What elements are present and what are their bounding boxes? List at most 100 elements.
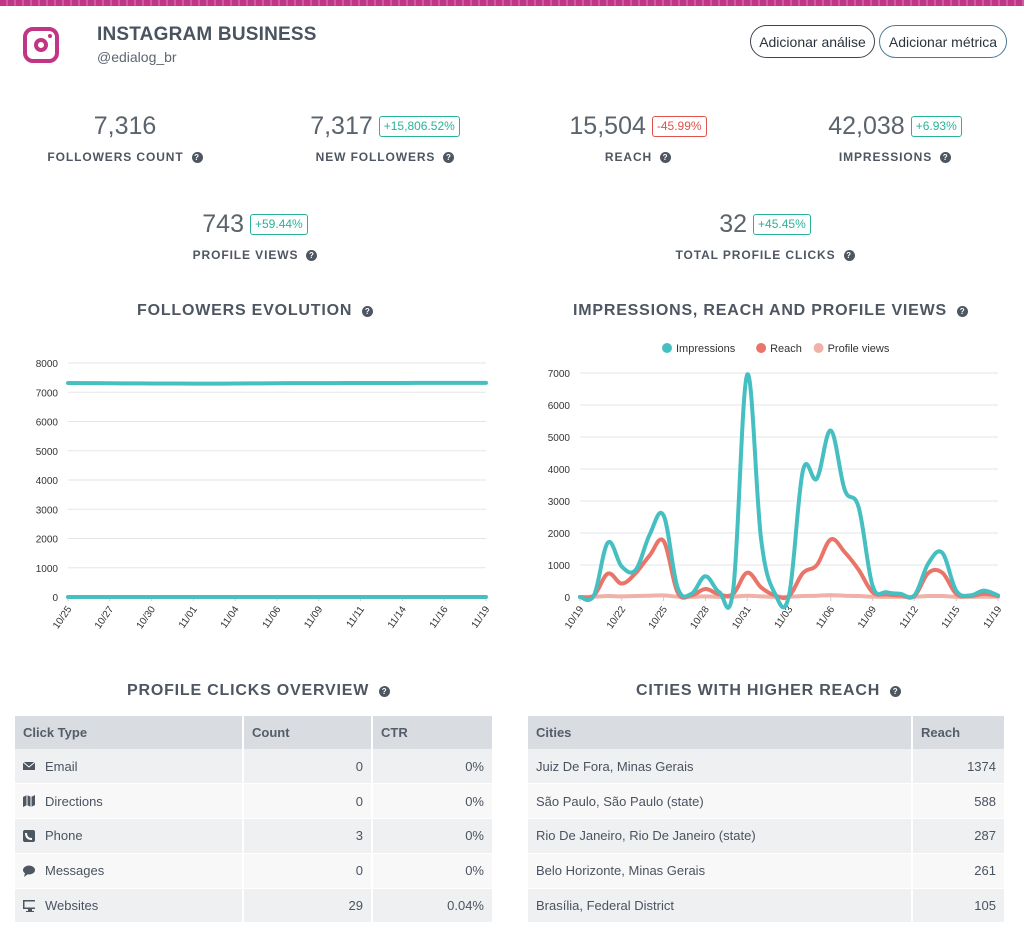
reach-cell: 1374: [912, 749, 1006, 785]
column-header[interactable]: CTR: [372, 716, 494, 749]
y-tick-label: 8000: [36, 359, 59, 370]
city-cell: Rio De Janeiro, Rio De Janeiro (state): [528, 818, 913, 854]
table-row: Phone 3 0%: [15, 818, 494, 854]
account-title: INSTAGRAM BUSINESS: [97, 24, 317, 45]
ctr-cell: 0%: [372, 853, 494, 889]
kpi-label: IMPRESSIONS: [838, 150, 933, 164]
kpi-total-profile-clicks: 32 +45.45% TOTAL PROFILE CLICKS?: [660, 210, 870, 262]
y-tick-label: 3000: [36, 505, 59, 516]
add-analysis-button[interactable]: Adicionar análise: [750, 25, 875, 58]
kpi-value: 32: [719, 210, 748, 238]
count-cell: 3: [243, 818, 373, 854]
kpi-followers-count: 7,316 FOLLOWERS COUNT?: [20, 112, 230, 164]
add-metric-button[interactable]: Adicionar métrica: [879, 25, 1007, 58]
phone-icon: [23, 829, 35, 842]
legend-label: Reach: [770, 343, 802, 355]
y-tick-label: 2000: [36, 535, 59, 546]
x-tick-label: 10/22: [605, 604, 629, 631]
kpi-value: 7,316: [93, 112, 157, 140]
legend-marker: [662, 343, 672, 353]
table-row: Rio De Janeiro, Rio De Janeiro (state) 2…: [528, 818, 1006, 854]
kpi-impressions: 42,038 +6.93% IMPRESSIONS?: [790, 112, 1000, 164]
y-tick-label: 2000: [548, 529, 571, 540]
impressions-reach-views-chart: 0 1000 2000 3000 4000 5000 6000 7000 10/19 10/22 1…: [548, 343, 1005, 631]
help-icon[interactable]: ?: [940, 151, 952, 163]
ctr-cell: 0%: [372, 783, 494, 820]
x-tick-label: 11/12: [898, 604, 921, 631]
account-handle: @edialog_br: [97, 49, 177, 65]
kpi-label: REACH: [604, 150, 653, 164]
table-row: Websites 29 0.04%: [15, 888, 494, 924]
help-icon[interactable]: ?: [362, 305, 374, 317]
followers-evolution-chart: 0 1000 2000 3000 4000 5000 6000 7000 8000 10/25 10…: [36, 359, 493, 631]
reach-cell: 287: [912, 818, 1006, 854]
city-cell: Brasília, Federal District: [528, 888, 913, 924]
x-tick-label: 10/31: [730, 604, 754, 631]
y-tick-label: 7000: [548, 369, 571, 380]
comment-icon: [23, 865, 35, 877]
top-accent-bar: [0, 0, 1024, 6]
click-type-label: Directions: [45, 793, 103, 809]
kpi-value: 15,504: [569, 112, 646, 140]
kpi-label: PROFILE VIEWS: [192, 248, 299, 262]
help-icon[interactable]: ?: [890, 685, 902, 697]
count-cell: 0: [243, 749, 373, 785]
help-icon[interactable]: ?: [957, 305, 969, 317]
help-icon[interactable]: ?: [306, 249, 318, 261]
y-tick-label: 4000: [548, 465, 571, 476]
table-row: Juiz De Fora, Minas Gerais 1374: [528, 749, 1006, 785]
section-title-text: CITIES WITH HIGHER REACH: [636, 682, 881, 699]
click-type-label: Websites: [45, 898, 99, 914]
x-tick-label: 11/14: [386, 604, 409, 631]
x-tick-label: 11/19: [982, 604, 1005, 631]
change-badge: +45.45%: [753, 214, 811, 235]
y-tick-label: 1000: [548, 561, 571, 572]
column-header[interactable]: Count: [243, 716, 373, 749]
y-tick-label: 5000: [548, 433, 571, 444]
count-cell: 29: [243, 888, 373, 924]
followers-evolution-title: FOLLOWERS EVOLUTION?: [137, 302, 374, 320]
count-cell: 0: [243, 783, 373, 820]
help-icon[interactable]: ?: [660, 151, 672, 163]
city-cell: Belo Horizonte, Minas Gerais: [528, 853, 913, 889]
y-tick-label: 4000: [36, 476, 59, 487]
help-icon[interactable]: ?: [379, 685, 391, 697]
help-icon[interactable]: ?: [843, 249, 855, 261]
y-tick-label: 0: [564, 593, 570, 604]
kpi-value: 42,038: [828, 112, 905, 140]
table-row: Directions 0 0%: [15, 783, 494, 820]
cities-table: Cities Reach Juiz De Fora, Minas Gerais …: [528, 716, 1006, 924]
x-tick-label: 11/09: [856, 604, 879, 631]
change-badge: +6.93%: [910, 116, 962, 137]
y-tick-label: 6000: [548, 401, 571, 412]
profile-clicks-overview-title: PROFILE CLICKS OVERVIEW?: [127, 682, 391, 700]
help-icon[interactable]: ?: [443, 151, 455, 163]
city-cell: Juiz De Fora, Minas Gerais: [528, 749, 913, 785]
x-tick-label: 11/16: [428, 604, 451, 631]
ctr-cell: 0%: [372, 818, 494, 854]
x-tick-label: 10/30: [135, 604, 159, 631]
y-tick-label: 1000: [36, 564, 59, 575]
series-line: [66, 380, 488, 386]
table-row: São Paulo, São Paulo (state) 588: [528, 783, 1006, 820]
legend-marker: [756, 343, 767, 353]
column-header[interactable]: Cities: [528, 716, 913, 749]
x-tick-label: 11/09: [302, 604, 325, 631]
legend-item: Profile views: [813, 343, 890, 355]
kpi-value: 743: [202, 210, 244, 238]
y-tick-label: 7000: [36, 388, 59, 399]
reach-cell: 105: [912, 888, 1006, 924]
table-row: Email 0 0%: [15, 749, 494, 785]
table-row: Brasília, Federal District 105: [528, 888, 1006, 924]
kpi-label: NEW FOLLOWERS: [315, 150, 436, 164]
column-header[interactable]: Click Type: [15, 716, 244, 749]
x-tick-label: 10/25: [647, 604, 671, 631]
profile-clicks-table: Click Type Count CTR Email 0 0% Directio…: [15, 716, 494, 924]
table-row: Messages 0 0%: [15, 853, 494, 889]
x-tick-label: 11/06: [261, 604, 284, 631]
y-tick-label: 0: [52, 593, 58, 604]
column-header[interactable]: Reach: [912, 716, 1006, 749]
kpi-label: FOLLOWERS COUNT: [47, 150, 184, 164]
help-icon[interactable]: ?: [191, 151, 203, 163]
x-tick-label: 10/28: [688, 604, 712, 631]
